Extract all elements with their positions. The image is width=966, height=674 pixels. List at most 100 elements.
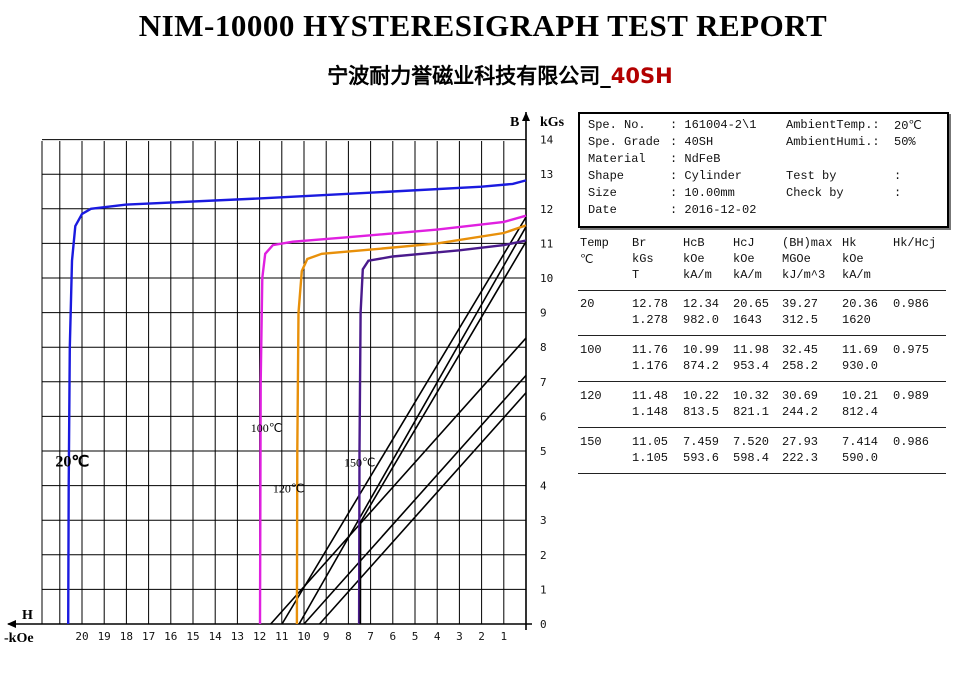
y-axis-arrow	[522, 112, 530, 121]
results-hcj-si-cell: 953.4	[733, 359, 770, 373]
y-tick-label: 6	[540, 410, 547, 423]
results-br-si-cell: 1.148	[632, 405, 669, 419]
x-tick-label: 9	[323, 630, 330, 643]
spec-value-2: :	[894, 186, 902, 200]
results-hcj-si-cell: 821.1	[733, 405, 770, 419]
series-2-b-curve	[298, 226, 527, 625]
y-tick-label: 14	[540, 134, 554, 147]
results-hcb-si-cell: 874.2	[683, 359, 720, 373]
x-tick-label: 14	[209, 630, 223, 643]
results-row-divider	[578, 290, 946, 291]
x-tick-label: 20	[75, 630, 88, 643]
curve-annotation: 150℃	[344, 456, 375, 470]
chart-grid	[41, 139, 527, 625]
x-tick-label: 13	[231, 630, 244, 643]
results-br-si-cell: 1.278	[632, 313, 669, 327]
x-axis-unit: -kOe	[4, 631, 34, 646]
results-hcb-cell: 7.459	[683, 435, 720, 449]
load-line	[303, 374, 527, 625]
y-axis-unit: kGs	[540, 115, 565, 130]
spec-value: : 10.00mm	[670, 186, 735, 200]
spec-label: Shape	[588, 169, 625, 183]
spec-value: : Cylinder	[670, 169, 743, 183]
y-tick-label: 0	[540, 618, 547, 631]
spec-label: Size	[588, 186, 617, 200]
results-hk-cell: 7.414	[842, 435, 879, 449]
results-br-cell: 11.48	[632, 389, 669, 403]
results-bhmax-si-cell: 258.2	[782, 359, 819, 373]
results-hcb-cell: 10.99	[683, 343, 720, 357]
results-header-cell: kA/m	[683, 268, 712, 282]
results-hk-cell: 20.36	[842, 297, 879, 311]
x-axis-arrow	[7, 620, 16, 628]
results-hk-si-cell: 1620	[842, 313, 871, 327]
x-tick-label: 17	[142, 630, 155, 643]
results-hk-si-cell: 590.0	[842, 451, 879, 465]
results-bhmax-cell: 39.27	[782, 297, 819, 311]
series-0-j-curve	[67, 179, 527, 625]
results-bhmax-si-cell: 244.2	[782, 405, 819, 419]
results-row-divider	[578, 427, 946, 428]
results-header-cell: T	[632, 268, 640, 282]
x-axis-label: H	[22, 608, 33, 623]
results-ratio-cell: 0.975	[893, 343, 930, 357]
spec-value-2: 50%	[894, 135, 916, 149]
results-hcb-cell: 10.22	[683, 389, 720, 403]
results-row-divider	[578, 473, 946, 474]
results-br-si-cell: 1.105	[632, 451, 669, 465]
spec-value-2: :	[894, 169, 902, 183]
results-header-cell: Temp	[580, 236, 609, 250]
report-subtitle: 宁波耐力誉磁业科技有限公司_40SH	[0, 60, 966, 90]
results-ratio-cell: 0.989	[893, 389, 930, 403]
results-row-divider	[578, 381, 946, 382]
results-hcj-cell: 10.32	[733, 389, 770, 403]
y-tick-label: 8	[540, 341, 547, 354]
results-bhmax-cell: 27.93	[782, 435, 819, 449]
results-header-cell: (BH)max	[782, 236, 833, 250]
results-hcb-si-cell: 593.6	[683, 451, 720, 465]
curve-annotation: 120℃	[273, 482, 304, 496]
results-temp-cell: 150	[580, 435, 602, 449]
x-tick-label: 16	[164, 630, 177, 643]
y-tick-label: 1	[540, 583, 547, 596]
y-tick-label: 9	[540, 307, 547, 320]
results-header-cell: ℃	[580, 253, 594, 267]
y-tick-label: 12	[540, 203, 553, 216]
results-header-cell: Br	[632, 236, 647, 250]
results-hcj-cell: 11.98	[733, 343, 770, 357]
series-1-j-curve	[258, 214, 527, 625]
spec-label: Spe. No.	[588, 118, 646, 132]
x-tick-label: 2	[478, 630, 485, 643]
y-tick-label: 13	[540, 168, 553, 181]
x-tick-label: 10	[297, 630, 310, 643]
spec-label: Material	[588, 152, 646, 166]
spec-label: Spe. Grade	[588, 135, 661, 149]
results-bhmax-cell: 30.69	[782, 389, 819, 403]
results-hcb-cell: 12.34	[683, 297, 720, 311]
results-hk-cell: 11.69	[842, 343, 879, 357]
results-hcj-cell: 7.520	[733, 435, 770, 449]
spec-label-2: AmbientHumi.:	[786, 135, 880, 149]
spec-label-2: Check by	[786, 186, 844, 200]
x-tick-label: 6	[389, 630, 396, 643]
results-hk-cell: 10.21	[842, 389, 879, 403]
results-hcj-cell: 20.65	[733, 297, 770, 311]
results-header-cell: HcJ	[733, 236, 755, 250]
spec-value: : NdFeB	[670, 152, 721, 166]
results-temp-cell: 20	[580, 297, 595, 311]
company-name: 宁波耐力誉磁业科技有限公司_	[327, 64, 611, 88]
grade-label: 40SH	[610, 64, 673, 88]
results-br-cell: 12.78	[632, 297, 669, 311]
results-header-cell: kOe	[842, 252, 864, 266]
series-2-j-curve	[295, 224, 527, 625]
results-bhmax-si-cell: 222.3	[782, 451, 819, 465]
results-header-cell: HcB	[683, 236, 705, 250]
x-tick-label: 19	[98, 630, 111, 643]
y-tick-label: 3	[540, 514, 547, 527]
results-row-divider	[578, 335, 946, 336]
results-hk-si-cell: 812.4	[842, 405, 879, 419]
results-bhmax-cell: 32.45	[782, 343, 819, 357]
x-tick-label: 12	[253, 630, 266, 643]
results-header-cell: kA/m	[733, 268, 762, 282]
